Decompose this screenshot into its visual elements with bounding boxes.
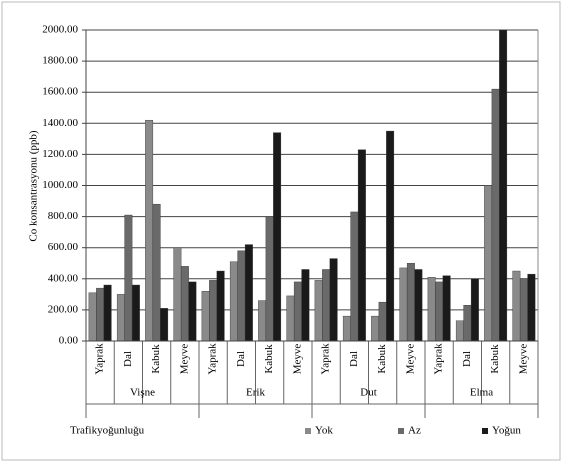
bar — [519, 278, 528, 342]
x-tick-label: Meyve — [517, 344, 529, 375]
bar — [152, 203, 161, 342]
x-tick-label: Kabuk — [150, 344, 162, 374]
x-tick-label: Yaprak — [320, 343, 332, 375]
x-tick-label: Dal — [348, 351, 360, 367]
legend-label: Yoğun — [492, 425, 521, 437]
bar — [378, 301, 387, 342]
bar — [484, 185, 493, 342]
bar — [491, 88, 500, 342]
bar — [371, 315, 380, 342]
bar — [273, 132, 282, 342]
y-tick-label: 1600.00 — [42, 86, 78, 98]
bar — [258, 300, 267, 342]
bar — [470, 278, 479, 342]
bar — [499, 29, 508, 342]
y-tick-label: 1000.00 — [42, 179, 78, 191]
bar — [455, 320, 464, 342]
group-label: Erik — [246, 387, 265, 399]
y-tick-label: 1400.00 — [42, 117, 78, 129]
bar — [301, 269, 310, 342]
x-tick-label: Meyve — [178, 344, 190, 375]
y-axis-label: Co konsantrasyonu (ppb) — [28, 130, 40, 242]
bar — [88, 292, 97, 342]
y-tick-label: 800.00 — [48, 210, 79, 222]
bar — [329, 258, 338, 342]
legend-swatch — [305, 428, 311, 434]
bar — [103, 284, 112, 342]
bar — [244, 244, 253, 342]
bar — [229, 261, 238, 342]
x-tick-label: Dal — [235, 351, 247, 367]
bar — [286, 295, 295, 342]
x-tick-label: Yaprak — [207, 343, 219, 375]
legend-label: Az — [408, 425, 421, 437]
bar — [173, 247, 182, 342]
y-tick-label: 0.00 — [59, 335, 79, 347]
x-tick-label: Yaprak — [94, 343, 106, 375]
y-tick-label: 200.00 — [48, 303, 79, 315]
bar — [435, 281, 444, 342]
x-tick-label: Kabuk — [489, 344, 501, 374]
legend-title: Trafikyoğunluğu — [70, 425, 145, 437]
bar — [427, 277, 436, 342]
bar — [399, 267, 408, 342]
bar — [293, 281, 302, 342]
bar — [131, 284, 140, 342]
y-tick-label: 2000.00 — [42, 24, 78, 36]
group-label: Elma — [470, 387, 493, 399]
bar — [357, 149, 366, 342]
bar — [406, 263, 415, 342]
group-label: Dut — [360, 387, 377, 399]
legend-swatch — [398, 428, 404, 434]
bar — [180, 266, 189, 342]
bar — [188, 281, 197, 342]
bar — [442, 275, 451, 342]
legend-swatch — [482, 428, 488, 434]
bar — [237, 250, 246, 342]
bar — [96, 287, 105, 342]
bar — [527, 273, 536, 342]
bar — [201, 291, 210, 342]
x-tick-label: Kabuk — [263, 344, 275, 374]
bar — [463, 305, 472, 342]
bar — [209, 280, 218, 342]
bar — [216, 270, 225, 342]
x-tick-label: Kabuk — [376, 344, 388, 374]
x-tick-label: Meyve — [291, 344, 303, 375]
x-tick-label: Dal — [122, 351, 134, 367]
bar — [124, 214, 133, 342]
bar — [322, 269, 331, 342]
y-tick-label: 1200.00 — [42, 148, 78, 160]
bar — [160, 308, 169, 342]
y-tick-label: 1800.00 — [42, 55, 78, 67]
y-tick-label: 600.00 — [48, 241, 79, 253]
y-tick-label: 400.00 — [48, 272, 79, 284]
bar — [512, 270, 521, 342]
group-label: Vişne — [130, 387, 155, 399]
bar — [116, 294, 125, 342]
bar — [145, 119, 154, 342]
bar — [342, 315, 351, 342]
legend-label: Yok — [315, 425, 333, 437]
bar — [265, 216, 274, 342]
x-tick-label: Dal — [461, 351, 473, 367]
x-tick-label: Meyve — [404, 344, 416, 375]
bar — [314, 280, 323, 342]
x-tick-label: Yaprak — [433, 343, 445, 375]
bar — [414, 269, 423, 342]
bar — [386, 130, 395, 342]
bar — [350, 211, 359, 342]
